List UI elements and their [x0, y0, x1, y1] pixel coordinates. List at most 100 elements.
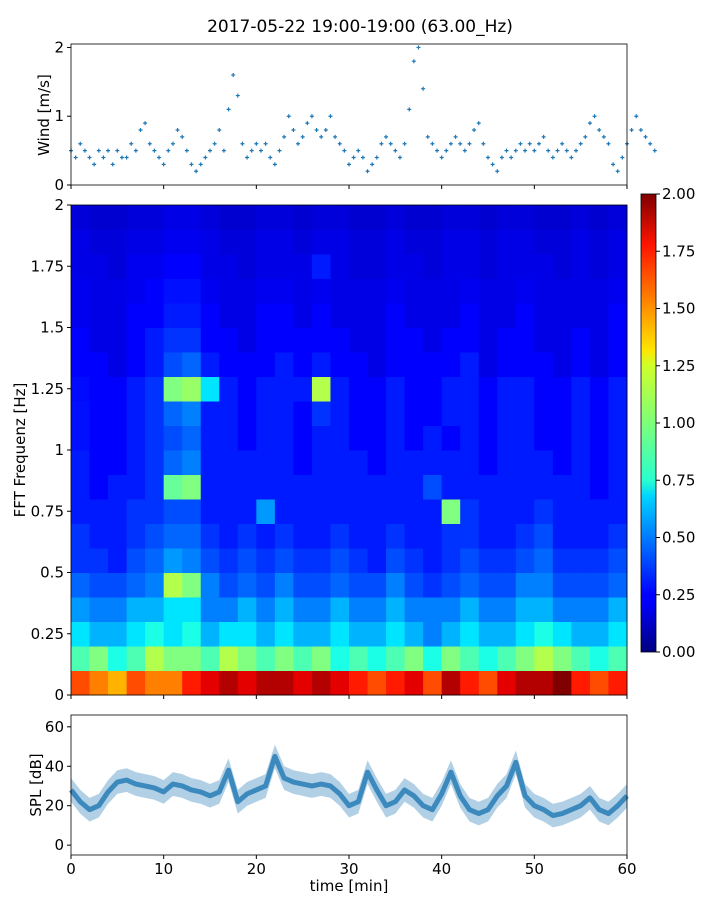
- spectrogram-cell: [126, 376, 146, 402]
- spectrogram-cell: [145, 597, 165, 622]
- spectrogram-cell: [89, 229, 109, 255]
- spectrogram-cell: [108, 670, 128, 696]
- spec-ytick-label: 0: [54, 686, 64, 704]
- wind-marker: [634, 114, 639, 119]
- spectrogram-cell: [534, 327, 554, 353]
- spectrogram-cell: [515, 597, 535, 622]
- wind-marker: [272, 162, 277, 167]
- spectrogram-cell: [71, 376, 91, 402]
- spectrogram-cell: [145, 278, 165, 304]
- spectrogram-cell: [515, 646, 535, 671]
- spectrogram-cell: [200, 523, 220, 549]
- spectrogram-cell: [552, 401, 572, 426]
- spectrogram-cell: [460, 205, 480, 230]
- spectrogram-cell: [571, 474, 591, 500]
- spectrogram-cell: [256, 450, 276, 475]
- spectrogram-cell: [163, 327, 183, 353]
- wind-marker: [217, 127, 222, 132]
- spectrogram-cell: [219, 376, 239, 402]
- spectrogram-cell: [256, 597, 276, 622]
- spectrogram-cell: [478, 670, 498, 696]
- wind-marker: [87, 155, 92, 160]
- wind-marker: [240, 141, 245, 146]
- wind-marker: [629, 127, 634, 132]
- spectrogram-cell: [274, 670, 294, 696]
- spectrogram-cell: [441, 572, 461, 598]
- spectrogram-cell: [441, 425, 461, 451]
- wind-marker: [379, 141, 384, 146]
- spectrogram-cell: [89, 499, 109, 524]
- spectrogram-cell: [89, 523, 109, 549]
- colorbar-tick-label: 0.75: [662, 471, 695, 489]
- spectrogram-cell: [330, 278, 350, 304]
- spectrogram-cell: [367, 499, 387, 524]
- spectrogram-cell: [237, 376, 257, 402]
- wind-marker: [638, 127, 643, 132]
- spectrogram-cell: [608, 425, 628, 451]
- spectrogram-cell: [571, 523, 591, 549]
- spectrogram-cell: [608, 327, 628, 353]
- spectrogram-cell: [182, 523, 202, 549]
- spectrogram-cell: [589, 205, 609, 230]
- colorbar-tick-label: 2.00: [662, 185, 695, 203]
- spectrogram-cell: [237, 205, 257, 230]
- spl-xtick-label: 50: [525, 860, 544, 878]
- wind-marker: [560, 141, 565, 146]
- spectrogram-cell: [256, 278, 276, 304]
- spectrogram-cell: [441, 474, 461, 500]
- spectrogram-cell: [423, 474, 443, 500]
- spectrogram-cell: [89, 327, 109, 353]
- spectrogram-cell: [367, 327, 387, 353]
- spectrogram-cell: [163, 229, 183, 255]
- spectrogram-cell: [460, 597, 480, 622]
- spectrogram-cell: [608, 303, 628, 328]
- spectrogram-cell: [367, 205, 387, 230]
- spectrogram-cell: [145, 646, 165, 671]
- spectrogram-cell: [497, 597, 517, 622]
- wind-marker: [564, 148, 569, 153]
- spectrogram-cell: [182, 548, 202, 573]
- spectrogram-cell: [497, 548, 517, 573]
- spectrogram-cell: [497, 621, 517, 647]
- spectrogram-cell: [478, 425, 498, 451]
- spectrogram-cell: [71, 548, 91, 573]
- spl-line: [69, 753, 629, 819]
- wind-marker: [78, 141, 83, 146]
- spectrogram-cell: [237, 450, 257, 475]
- spectrogram-cell: [219, 670, 239, 696]
- spectrogram-cell: [274, 278, 294, 304]
- spectrogram-cell: [71, 303, 91, 328]
- spl-ytick-label: 60: [45, 718, 64, 736]
- spectrogram-cell: [311, 450, 331, 475]
- spectrogram-cell: [423, 278, 443, 304]
- spectrogram-cell: [552, 229, 572, 255]
- spectrogram-cell: [460, 670, 480, 696]
- wind-marker: [462, 148, 467, 153]
- wind-marker: [421, 86, 426, 91]
- spectrogram-cell: [608, 352, 628, 377]
- wind-marker: [300, 134, 305, 139]
- spectrogram-cell: [163, 499, 183, 524]
- spectrogram-cell: [126, 327, 146, 353]
- spectrogram-cell: [145, 425, 165, 451]
- spectrogram-cell: [515, 499, 535, 524]
- spectrogram-cell: [256, 229, 276, 255]
- spectrogram-cell: [163, 646, 183, 671]
- spectrogram-cell: [311, 352, 331, 377]
- spectrogram-cell: [534, 548, 554, 573]
- spectrogram-cell: [460, 425, 480, 451]
- spectrogram-cell: [552, 278, 572, 304]
- spectrogram-cell: [497, 254, 517, 279]
- spectrogram-cell: [237, 278, 257, 304]
- spectrogram-cell: [478, 499, 498, 524]
- spectrogram-cell: [571, 450, 591, 475]
- wind-marker: [453, 134, 458, 139]
- spectrogram-cell: [515, 327, 535, 353]
- spectrogram-cell: [571, 254, 591, 279]
- spectrogram-cell: [349, 572, 369, 598]
- spectrogram-cell: [182, 278, 202, 304]
- spectrogram-cell: [460, 327, 480, 353]
- spectrogram-cell: [534, 205, 554, 230]
- spectrogram-cell: [71, 229, 91, 255]
- wind-marker: [258, 148, 263, 153]
